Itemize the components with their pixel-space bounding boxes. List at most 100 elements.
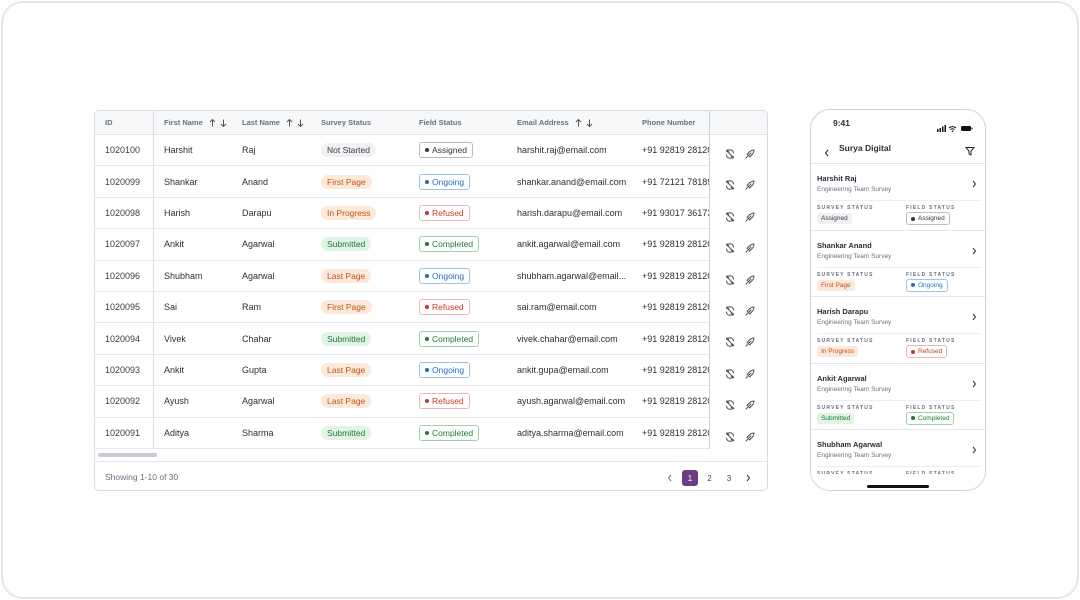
prev-page[interactable]: [662, 470, 678, 486]
table-cell: Agarwal: [242, 261, 275, 291]
table-cell: shubham.agarwal@email...: [517, 261, 626, 291]
table-row[interactable]: 1020091 Aditya Sharma Submitted Completed adi…: [95, 418, 767, 449]
table-cell: Completed: [419, 229, 480, 259]
column-header: Phone Number: [642, 111, 695, 134]
survey-card[interactable]: Ankit Agarwal Engineering Team Survey SURV…: [811, 364, 985, 430]
reassign-button[interactable]: [725, 209, 735, 222]
page-button[interactable]: 3: [726, 473, 732, 483]
last-name: Raj: [242, 145, 256, 156]
launch-button[interactable]: [745, 177, 755, 190]
phone: +91 93017 36173: [642, 207, 713, 218]
filter-button[interactable]: [964, 143, 976, 161]
table-footer: Showing 1-10 of 30 1 2 3: [95, 461, 767, 490]
next-page[interactable]: [740, 470, 756, 486]
chevron: [971, 441, 977, 459]
field-status-pill: Refused: [419, 204, 470, 221]
column-label: Email Address: [517, 118, 569, 127]
survey-card[interactable]: Harshit Raj Engineering Team Survey SURVEY…: [811, 164, 985, 231]
last-name: Agarwal: [242, 270, 275, 281]
launch-button[interactable]: [745, 334, 755, 347]
first-name: Shubham: [164, 270, 203, 281]
sort-icons[interactable]: [286, 118, 304, 127]
survey-name: Engineering Team Survey: [817, 319, 892, 326]
table-cell: 1020093: [105, 355, 140, 385]
table-cell: Last Page: [321, 386, 372, 416]
first-name: Vivek: [164, 333, 186, 344]
reassign-button[interactable]: [725, 397, 735, 410]
column-header: First Name: [164, 111, 227, 134]
id: 1020099: [105, 176, 141, 187]
page-button[interactable]: 2: [707, 473, 712, 483]
screen-title: Surya Digital: [839, 143, 891, 153]
launch-button[interactable]: [745, 397, 755, 410]
field-status-pill: Ongoing: [906, 278, 948, 292]
email: harish.darapu@email.com: [517, 207, 623, 218]
first-name: Shankar: [164, 176, 198, 187]
table-cell: vivek.chahar@email.com: [517, 323, 618, 353]
id: 1020095: [105, 302, 141, 313]
last-name: Ram: [242, 302, 262, 313]
sort-icons[interactable]: [575, 118, 593, 127]
table-row[interactable]: 1020098 Harish Darapu In Progress Refused har…: [95, 198, 767, 230]
launch-button[interactable]: [745, 272, 755, 285]
reassign-button[interactable]: [725, 177, 735, 191]
phone: +91 92819 28120: [642, 270, 713, 281]
table-cell: Anand: [242, 166, 268, 196]
launch-button[interactable]: [745, 240, 755, 253]
column-label: Last Name: [242, 118, 280, 127]
reassign-button[interactable]: [725, 303, 735, 316]
actions-header: [710, 111, 767, 135]
status-dot: [911, 283, 915, 287]
reassign-button[interactable]: [725, 272, 735, 285]
survey-status-pill: First Page: [321, 300, 372, 315]
table-row[interactable]: 1020094 Vivek Chahar Submitted Completed vive…: [95, 323, 767, 355]
email: ankit.agarwal@email.com: [517, 239, 621, 250]
respondent-name: Shankar Anand: [817, 240, 872, 250]
column-label: First Name: [164, 118, 203, 127]
back-button[interactable]: [824, 144, 830, 162]
table-row[interactable]: 1020099 Shankar Anand First Page Ongoing shan…: [95, 166, 767, 198]
table-row[interactable]: 1020093 Ankit Gupta Last Page Ongoing ankit.g…: [95, 355, 767, 387]
status-dot: [425, 399, 429, 404]
reassign-button[interactable]: [725, 334, 735, 348]
survey-card[interactable]: Shankar Anand Engineering Team Survey SURV…: [811, 231, 985, 297]
table-cell: 1020095: [105, 292, 140, 322]
column-divider: [153, 111, 154, 449]
reassign-button[interactable]: [725, 429, 735, 442]
table-row[interactable]: 1020092 Ayush Agarwal Last Page Refused ayush…: [95, 386, 767, 418]
card-divider: [817, 333, 981, 334]
page-button[interactable]: 1: [682, 470, 698, 486]
survey-status-pill: In Progress: [321, 205, 377, 220]
table-cell: Not Started: [321, 135, 376, 165]
horizontal-scrollbar: [98, 453, 157, 457]
first-name: Ankit: [164, 239, 185, 250]
table-row[interactable]: 1020097 Ankit Agarwal Submitted Completed ank…: [95, 229, 767, 261]
table-row[interactable]: 1020096 Shubham Agarwal Last Page Ongoing shu…: [95, 261, 767, 292]
table-row[interactable]: 1020095 Sai Ram First Page Refused sai.ram@em…: [95, 292, 767, 324]
column-header: Last Name: [242, 111, 304, 134]
fade: [811, 474, 985, 490]
id: 1020096: [105, 270, 141, 281]
reassign-button[interactable]: [725, 366, 735, 379]
table-cell: Darapu: [242, 198, 272, 228]
launch-button[interactable]: [745, 303, 755, 316]
reassign-button[interactable]: [725, 146, 735, 159]
last-name: Agarwal: [242, 396, 275, 407]
launch-button[interactable]: [745, 146, 755, 159]
survey-status-pill: Submitted: [321, 331, 372, 346]
launch-button[interactable]: [745, 366, 755, 379]
column-header: Email Address: [517, 111, 593, 134]
launch-button[interactable]: [745, 209, 755, 222]
column-label: ID: [105, 118, 113, 127]
table-cell: Ankit: [164, 355, 184, 385]
sort-icons[interactable]: [209, 118, 227, 127]
column-label: Phone Number: [642, 118, 696, 127]
table-cell: First Page: [321, 292, 372, 322]
survey-card[interactable]: Harish Darapu Engineering Team Survey SURV…: [811, 297, 985, 364]
table-row[interactable]: 1020100 Harshit Raj Not Started Assigned hars…: [95, 135, 767, 167]
table-cell: Ongoing: [419, 355, 471, 385]
home-indicator: [867, 485, 929, 488]
reassign-button[interactable]: [725, 240, 735, 253]
launch-button[interactable]: [745, 429, 755, 442]
